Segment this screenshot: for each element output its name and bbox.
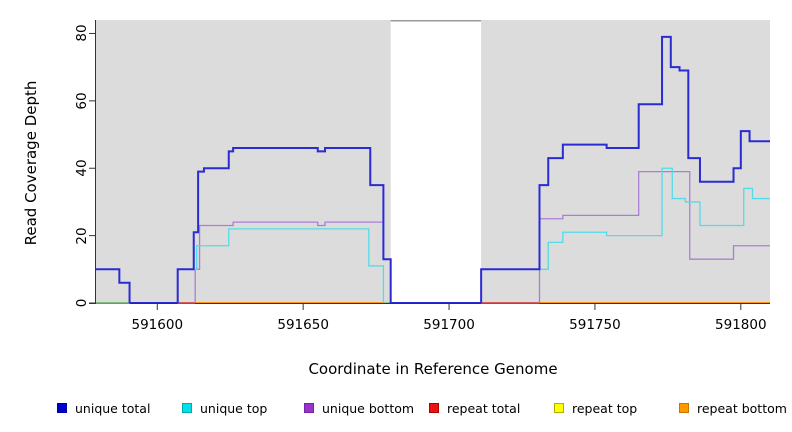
series-unique-total	[96, 35, 770, 303]
masked-region	[390, 20, 482, 303]
series-unique-top	[96, 167, 770, 303]
x-axis-title: Coordinate in Reference Genome	[308, 360, 558, 378]
y-axis-title: Read Coverage Depth	[22, 80, 40, 246]
